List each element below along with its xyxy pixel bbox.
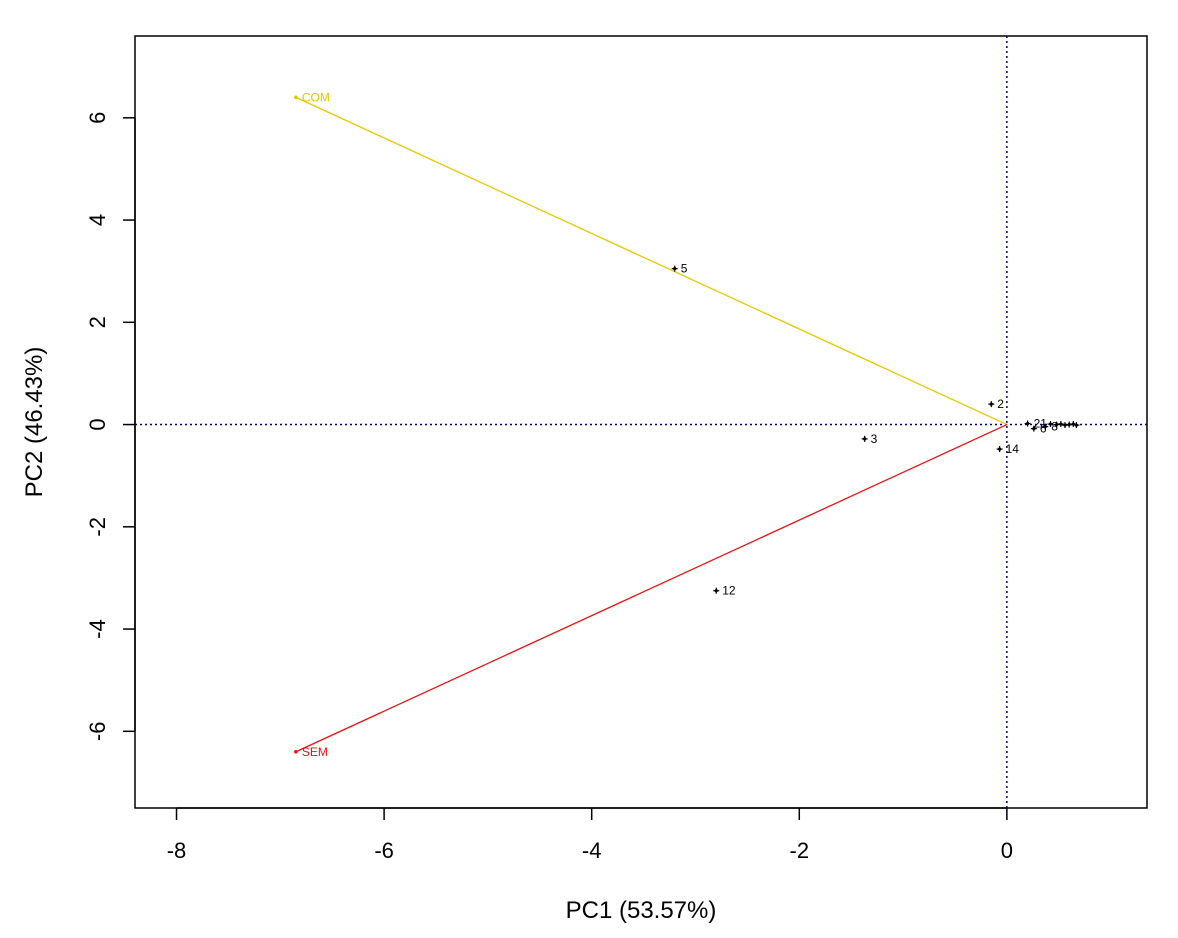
- point-label-8: 8: [1051, 420, 1058, 434]
- x-tick-label-0: -8: [167, 838, 187, 863]
- x-axis: -8 -6 -4 -2 0: [167, 807, 1013, 863]
- point-label-2: 2: [997, 397, 1004, 411]
- point-dot-10: [1059, 422, 1063, 426]
- point-dot-14: [1074, 423, 1079, 427]
- point-dot-5: [1026, 421, 1030, 426]
- x-tick-label-3: -2: [790, 838, 810, 863]
- y-tick-label-0: -6: [85, 722, 110, 742]
- point-label-3: 3: [871, 432, 878, 446]
- point-label-12: 12: [722, 584, 736, 598]
- reference-lines: [135, 36, 1147, 808]
- y-tick-label-2: -2: [85, 517, 110, 537]
- loading-vector-sem: [295, 423, 1008, 753]
- loading-label-com: COM: [302, 90, 330, 104]
- loading-tip-sem: [294, 749, 298, 754]
- y-tick-label-1: -4: [85, 619, 110, 639]
- point-label-5: 5: [681, 262, 688, 276]
- point-dot-9: [1055, 422, 1059, 427]
- point-dot-11: [1063, 423, 1067, 427]
- y-tick-label-5: 4: [85, 214, 110, 226]
- point-dot-2: [863, 437, 867, 441]
- point-dot-8: [1048, 422, 1053, 426]
- y-axis: -6 -4 -2 0 2 4 6: [85, 112, 136, 742]
- point-dot-0: [673, 267, 677, 271]
- y-axis-title: PC2 (46.43%): [21, 347, 48, 498]
- x-tick-label-4: 0: [1001, 838, 1013, 863]
- y-tick-label-3: 0: [85, 418, 110, 430]
- y-tick-label-6: 6: [85, 112, 110, 124]
- point-label-14: 14: [1006, 442, 1020, 456]
- point-dot-1: [989, 402, 993, 406]
- point-dot-4: [714, 589, 718, 593]
- plot-frame: [134, 35, 1148, 809]
- point-dot-7: [1043, 425, 1047, 429]
- point-dot-12: [1067, 422, 1071, 427]
- point-dot-6: [1032, 427, 1036, 431]
- x-tick-label-2: -4: [582, 838, 602, 863]
- loading-vector-com: [295, 96, 1008, 426]
- point-label-6: 6: [1040, 422, 1047, 436]
- loading-vectors: COM SEM: [294, 90, 1008, 759]
- x-tick-label-1: -6: [374, 838, 394, 863]
- point-dot-3: [998, 447, 1002, 451]
- y-tick-label-4: 2: [85, 316, 110, 328]
- x-axis-title: PC1 (53.57%): [566, 897, 717, 924]
- loading-label-sem: SEM: [302, 745, 328, 759]
- loading-tip-com: [294, 95, 298, 100]
